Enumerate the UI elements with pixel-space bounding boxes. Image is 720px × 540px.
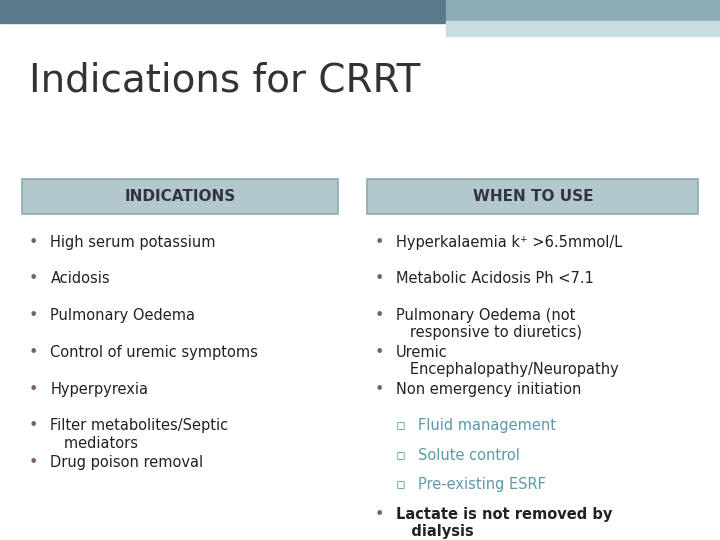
FancyBboxPatch shape — [0, 0, 446, 23]
FancyBboxPatch shape — [22, 179, 338, 214]
Text: ▫: ▫ — [396, 448, 406, 463]
Text: Solute control: Solute control — [418, 448, 519, 463]
FancyBboxPatch shape — [446, 22, 720, 36]
Text: Uremic
   Encephalopathy/Neuropathy: Uremic Encephalopathy/Neuropathy — [396, 345, 618, 377]
Text: INDICATIONS: INDICATIONS — [125, 189, 235, 204]
Text: WHEN TO USE: WHEN TO USE — [472, 189, 593, 204]
Text: Drug poison removal: Drug poison removal — [50, 455, 204, 470]
Text: •: • — [29, 272, 38, 286]
Text: ▫: ▫ — [396, 418, 406, 433]
Text: Metabolic Acidosis Ph <7.1: Metabolic Acidosis Ph <7.1 — [396, 272, 594, 286]
Text: •: • — [374, 272, 384, 286]
Text: Fluid management: Fluid management — [418, 418, 556, 433]
FancyBboxPatch shape — [367, 179, 698, 214]
Text: Lactate is not removed by
   dialysis: Lactate is not removed by dialysis — [396, 507, 613, 539]
Text: Pulmonary Oedema (not
   responsive to diuretics): Pulmonary Oedema (not responsive to diur… — [396, 308, 582, 341]
Text: •: • — [29, 235, 38, 249]
Text: •: • — [374, 345, 384, 360]
Text: Pre-existing ESRF: Pre-existing ESRF — [418, 477, 546, 492]
FancyBboxPatch shape — [446, 0, 720, 23]
Text: •: • — [374, 308, 384, 323]
Text: Filter metabolites/Septic
   mediators: Filter metabolites/Septic mediators — [50, 418, 228, 451]
Text: ▫: ▫ — [396, 477, 406, 492]
Text: Acidosis: Acidosis — [50, 272, 110, 286]
Text: •: • — [374, 507, 384, 522]
Text: •: • — [29, 382, 38, 396]
Text: Hyperpyrexia: Hyperpyrexia — [50, 382, 148, 396]
Text: •: • — [29, 308, 38, 323]
Text: •: • — [374, 235, 384, 249]
Text: High serum potassium: High serum potassium — [50, 235, 216, 249]
Text: •: • — [374, 382, 384, 396]
Text: •: • — [29, 418, 38, 433]
Text: Hyperkalaemia k⁺ >6.5mmol/L: Hyperkalaemia k⁺ >6.5mmol/L — [396, 235, 622, 249]
Text: Pulmonary Oedema: Pulmonary Oedema — [50, 308, 195, 323]
Text: •: • — [29, 455, 38, 470]
Text: Control of uremic symptoms: Control of uremic symptoms — [50, 345, 258, 360]
Text: Indications for CRRT: Indications for CRRT — [29, 61, 420, 99]
Text: Non emergency initiation: Non emergency initiation — [396, 382, 581, 396]
Text: •: • — [29, 345, 38, 360]
